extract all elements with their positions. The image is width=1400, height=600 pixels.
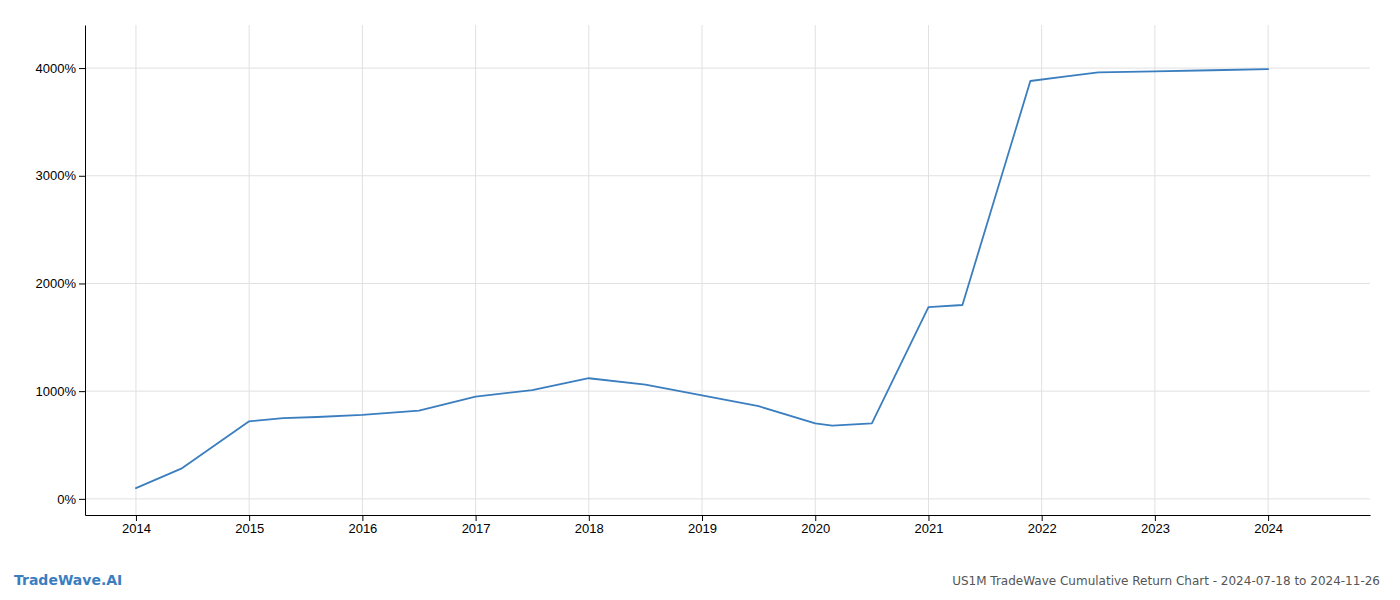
tick: 3000% <box>36 168 85 183</box>
tick: 2017 <box>462 515 491 536</box>
tick-mark <box>79 499 85 500</box>
tick-mark <box>362 515 363 521</box>
tick: 2014 <box>122 515 151 536</box>
grid-line <box>702 25 703 515</box>
tick: 4000% <box>36 61 85 76</box>
tick: 2021 <box>914 515 943 536</box>
title: US1M TradeWave Cumulative Return Chart -… <box>952 574 1380 588</box>
axis-line <box>86 515 1371 516</box>
tick-mark <box>1042 515 1043 521</box>
grid-line <box>475 25 476 515</box>
tick: 2015 <box>235 515 264 536</box>
tick: 2023 <box>1141 515 1170 536</box>
tick-label: 3000% <box>36 168 77 183</box>
grid-line <box>249 25 250 515</box>
plot: 2014 2015 2016 2017 2018 2019 2020 2021 2022 2023… <box>36 25 1371 536</box>
tick: 1000% <box>36 384 85 399</box>
tick-mark <box>79 283 85 284</box>
grid-line <box>85 68 1370 69</box>
grid-line <box>815 25 816 515</box>
grid-line <box>85 175 1370 176</box>
tick-mark <box>928 515 929 521</box>
tick-label: 4000% <box>36 61 77 76</box>
tick-label: 2000% <box>36 276 77 291</box>
tick-label: 2023 <box>1141 521 1170 536</box>
x-axis: 2014 2015 2016 2017 2018 2019 2020 2021 2022 2023… <box>86 515 1371 536</box>
tick-mark <box>1268 515 1269 521</box>
tick-mark <box>1155 515 1156 521</box>
grid-line <box>1041 25 1042 515</box>
tick-label: 2016 <box>348 521 377 536</box>
grid-line <box>588 25 589 515</box>
line <box>136 69 1268 488</box>
tick-label: 2024 <box>1254 521 1283 536</box>
tick-label: 2021 <box>914 521 943 536</box>
tick-label: 2017 <box>462 521 491 536</box>
tick-label: 2019 <box>688 521 717 536</box>
grid-line <box>85 391 1370 392</box>
y-axis: 0% 1000% 2000% 3000% 4000% <box>36 26 86 516</box>
tick-mark <box>815 515 816 521</box>
tick: 2016 <box>348 515 377 536</box>
tick-mark <box>249 515 250 521</box>
grid-line <box>85 498 1370 499</box>
tick-label: 2014 <box>122 521 151 536</box>
tick-mark <box>79 391 85 392</box>
tick-mark <box>476 515 477 521</box>
watermark: TradeWave.AI <box>14 572 122 588</box>
tick: 2000% <box>36 276 85 291</box>
tick: 0% <box>57 492 85 507</box>
background <box>0 0 1400 600</box>
tick: 2020 <box>801 515 830 536</box>
tick-label: 2015 <box>235 521 264 536</box>
tick-mark <box>79 176 85 177</box>
tick-label: 2022 <box>1028 521 1057 536</box>
tick: 2018 <box>575 515 604 536</box>
tick-label: 2018 <box>575 521 604 536</box>
tick-mark <box>79 68 85 69</box>
tick-label: 2020 <box>801 521 830 536</box>
tick-mark <box>136 515 137 521</box>
tick: 2022 <box>1028 515 1057 536</box>
tick-label: 1000% <box>36 384 77 399</box>
marks <box>136 69 1268 488</box>
chart: 2014 2015 2016 2017 2018 2019 2020 2021 2022 2023… <box>0 0 1400 600</box>
grid <box>85 25 1370 515</box>
grid-line <box>362 25 363 515</box>
grid-line <box>928 25 929 515</box>
grid-line <box>135 25 136 515</box>
grid-line <box>85 283 1370 284</box>
grid-line <box>1154 25 1155 515</box>
tick: 2019 <box>688 515 717 536</box>
tick: 2024 <box>1254 515 1283 536</box>
tick-mark <box>589 515 590 521</box>
axis-line <box>85 26 86 516</box>
tick-label: 0% <box>57 492 76 507</box>
grid-line <box>1268 25 1269 515</box>
tick-mark <box>702 515 703 521</box>
